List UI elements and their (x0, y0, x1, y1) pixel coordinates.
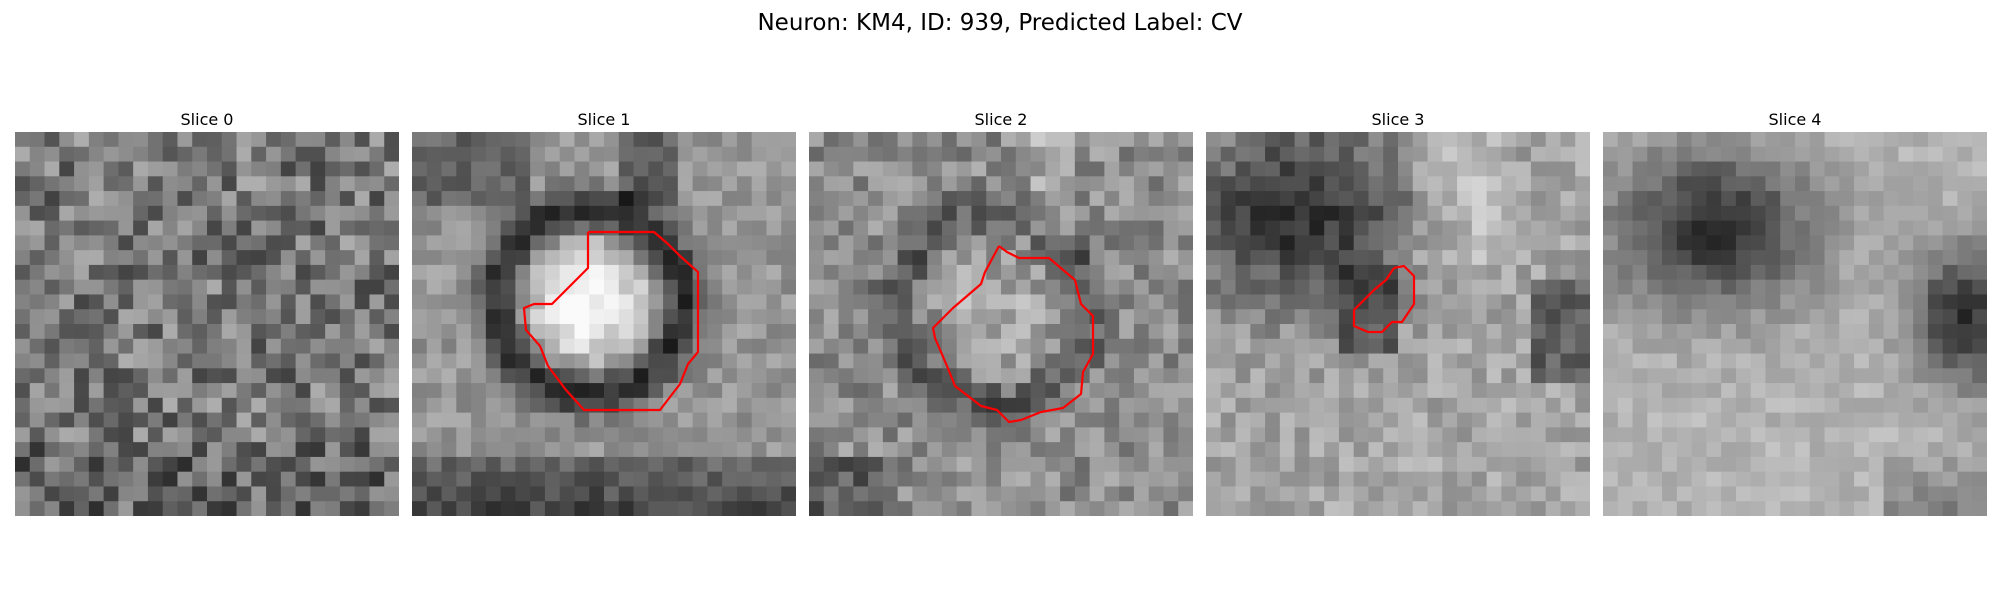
figure-title: Neuron: KM4, ID: 939, Predicted Label: C… (757, 10, 1243, 36)
slice-image (412, 132, 796, 516)
panel-slice-1: Slice 1 (412, 108, 796, 516)
panel-slice-3: Slice 3 (1206, 108, 1590, 516)
pixel-grid (15, 132, 399, 516)
segmentation-contour (522, 230, 700, 412)
panel-title: Slice 2 (974, 110, 1028, 129)
pixel-grid (1603, 132, 1987, 516)
segmentation-contour (1352, 264, 1416, 334)
panel-title: Slice 1 (577, 110, 631, 129)
panel-title: Slice 3 (1371, 110, 1425, 129)
panel-slice-0: Slice 0 (15, 108, 399, 516)
panel-slice-4: Slice 4 (1603, 108, 1987, 516)
pixel-grid (412, 132, 796, 516)
slice-image (809, 132, 1193, 516)
pixel-grid (1206, 132, 1590, 516)
slice-image (15, 132, 399, 516)
panel-slice-2: Slice 2 (809, 108, 1193, 516)
segmentation-contour (931, 245, 1095, 424)
slice-image (1206, 132, 1590, 516)
panel-title: Slice 0 (180, 110, 234, 129)
pixel-grid (809, 132, 1193, 516)
panel-title: Slice 4 (1768, 110, 1822, 129)
slice-image (1603, 132, 1987, 516)
